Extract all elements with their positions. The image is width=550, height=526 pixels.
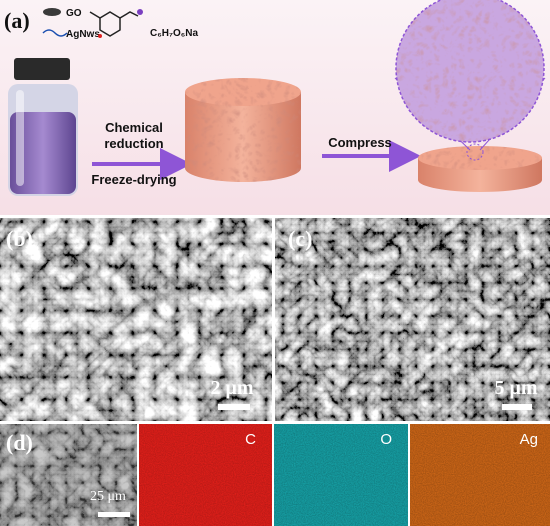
compressed-sponge [418, 146, 542, 192]
step-text: Freeze-drying [91, 172, 176, 187]
legend-text: GO [66, 8, 82, 19]
scale-label: 5 μm [495, 377, 538, 399]
scale-bar [502, 404, 532, 410]
sponge [185, 78, 301, 182]
scale-label: 25 μm [90, 489, 126, 504]
zoom-circle [395, 0, 545, 143]
step-text: Chemical [105, 120, 163, 135]
step-text: Compress [328, 135, 392, 150]
sem-image [275, 218, 550, 421]
panel-b: (b) 2 μm [0, 218, 272, 421]
go-icon [43, 8, 61, 16]
bottle [8, 58, 78, 196]
map-image [410, 424, 550, 526]
map-label: Ag [520, 431, 538, 448]
formula: C₆H₇O₆Na [150, 28, 199, 39]
sem-image [0, 424, 137, 526]
map-image [274, 424, 408, 526]
map-image [139, 424, 272, 526]
panel-label: (c) [288, 226, 312, 251]
panel-label: (a) [4, 8, 30, 33]
sem-image [0, 218, 272, 421]
panel-label: (d) [6, 430, 33, 455]
molecule-icon [89, 9, 143, 38]
step-text: reduction [104, 136, 163, 151]
legend-text: AgNws [66, 29, 100, 40]
map-label: C [245, 431, 256, 448]
panel-c: (c) 5 μm [275, 218, 550, 421]
scale-label: 2 μm [211, 377, 254, 399]
zoom-spot [466, 143, 484, 161]
panel-label: (b) [6, 226, 33, 251]
scale-bar [98, 512, 130, 517]
map-label: O [380, 431, 392, 448]
scale-bar [218, 404, 250, 410]
panel-d: (d) 25 μm C O Ag [0, 424, 550, 526]
agnw-icon [42, 29, 68, 37]
panel-a: (a) GO AgNws C₆H₇O₆Na Chemical reduction… [0, 0, 550, 215]
